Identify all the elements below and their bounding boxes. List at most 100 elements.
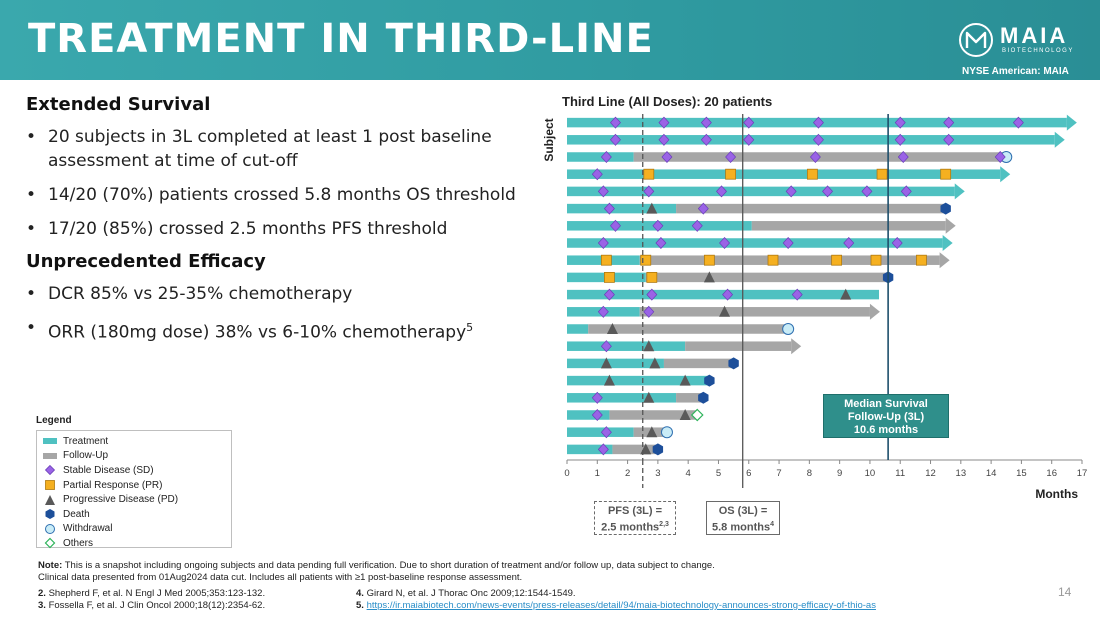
x-tick-label: 11 <box>895 468 905 479</box>
treatment-bar <box>567 186 955 197</box>
legend-label: Withdrawal <box>63 523 113 535</box>
sd-marker <box>891 236 903 250</box>
sd-marker <box>700 116 712 129</box>
sd-marker <box>603 202 615 215</box>
sd-marker <box>822 185 834 198</box>
median-line-3: 10.6 months <box>853 424 919 436</box>
death-marker <box>698 391 709 404</box>
survival-bullets: 20 subjects in 3L completed at least 1 p… <box>26 125 546 241</box>
sd-marker <box>597 185 609 198</box>
treatment-bar <box>567 375 710 386</box>
pd-marker <box>606 323 618 334</box>
followup-bar <box>639 307 870 317</box>
x-axis-label: Months <box>1035 487 1078 501</box>
os-line-1: OS (3L) = <box>718 505 768 517</box>
x-tick-label: 12 <box>925 468 936 479</box>
hexagon-icon <box>45 509 55 520</box>
sd-marker <box>791 288 803 301</box>
pd-marker <box>646 426 658 438</box>
pd-marker <box>679 409 691 420</box>
ref-text: Shepherd F, et al. N Engl J Med 2005;353… <box>45 588 266 599</box>
x-tick-label: 16 <box>1046 468 1057 479</box>
withdrawal-marker <box>660 426 673 439</box>
note-line: Note: This is a snapshot including ongoi… <box>38 560 1068 572</box>
treatment-bar <box>567 203 677 214</box>
x-tick-label: 0 <box>564 468 569 479</box>
sd-marker <box>652 219 664 232</box>
chart-title: Third Line (All Doses): 20 patients <box>562 94 773 109</box>
sd-marker <box>600 340 612 353</box>
efficacy-bullets: DCR 85% vs 25-35% chemotherapy ORR (180m… <box>26 282 546 345</box>
continuing-arrow <box>954 183 965 200</box>
withdrawal-marker <box>782 323 795 335</box>
ref-text: Fossella F, et al. J Clin Oncol 2000;18(… <box>45 600 266 611</box>
treatment-bar <box>567 135 1055 145</box>
legend-label: Stable Disease (SD) <box>63 464 154 476</box>
legend-item-pr: Partial Response (PR) <box>43 478 225 493</box>
sd-marker <box>812 133 824 146</box>
logo-subtext: BIOTECHNOLOGY <box>1002 48 1074 54</box>
pd-marker <box>679 374 691 386</box>
treatment-bar <box>567 152 634 162</box>
sd-marker <box>600 426 612 439</box>
pr-marker <box>643 168 655 180</box>
sd-marker <box>719 236 731 250</box>
sd-marker <box>591 168 603 181</box>
page-number: 14 <box>1058 585 1072 599</box>
treatment-bar <box>567 169 1001 179</box>
treatment-bar <box>567 324 589 334</box>
sd-marker <box>943 116 955 129</box>
legend-item-death: Death <box>43 507 225 522</box>
sd-marker <box>643 305 655 318</box>
death-marker <box>704 374 715 387</box>
pd-marker <box>719 305 731 317</box>
sd-marker <box>609 116 621 129</box>
legend-item-others: Others <box>43 536 225 551</box>
continuing-arrow <box>942 235 953 251</box>
ref-number: 3. <box>38 600 46 611</box>
reference-superscript: 4 <box>770 521 774 528</box>
pr-marker <box>876 168 888 180</box>
pd-marker <box>840 288 852 300</box>
references-col-2: 4. Girard N, et al. J Thorac Onc 2009;12… <box>356 588 1068 612</box>
sd-marker <box>609 219 621 232</box>
sd-marker <box>597 236 609 250</box>
x-tick-label: 15 <box>1016 468 1027 479</box>
x-tick-label: 10 <box>865 468 876 479</box>
pr-marker <box>831 254 843 266</box>
footer-notes: Note: This is a snapshot including ongoi… <box>38 560 1068 612</box>
sd-marker <box>691 219 703 232</box>
sd-marker <box>658 116 670 129</box>
x-tick-label: 7 <box>776 468 781 479</box>
sd-marker <box>591 391 603 404</box>
sd-marker <box>894 116 906 129</box>
sd-marker <box>643 185 655 198</box>
sd-marker <box>597 305 609 318</box>
section-title-efficacy: Unprecedented Efficacy <box>26 251 266 272</box>
os-callout: OS (3L) = 5.8 months4 <box>706 501 780 535</box>
treatment-bar <box>567 341 686 351</box>
sd-marker <box>609 133 621 146</box>
note-label: Note: <box>38 560 63 571</box>
legend-item-withdrawal: Withdrawal <box>43 522 225 537</box>
section-title-survival: Extended Survival <box>26 94 211 115</box>
sd-marker <box>603 288 615 301</box>
ref-number: 5. <box>356 600 364 611</box>
maia-logo-icon <box>959 23 993 57</box>
pd-marker <box>649 357 661 369</box>
reference-4: 4. Girard N, et al. J Thorac Onc 2009;12… <box>356 588 1068 600</box>
sd-marker <box>897 150 909 164</box>
square-icon <box>45 480 55 490</box>
treatment-bar <box>567 238 943 248</box>
bullet-text: ORR (180mg dose) 38% vs 6-10% chemothera… <box>48 322 467 343</box>
ref-number: 4. <box>356 588 364 599</box>
sd-marker <box>1012 116 1024 129</box>
legend-label: Partial Response (PR) <box>63 479 163 491</box>
bullet: 17/20 (85%) crossed 2.5 months PFS thres… <box>26 217 546 241</box>
legend-label: Treatment <box>63 435 109 447</box>
treatment-swatch-icon <box>43 438 57 445</box>
reference-link[interactable]: https://ir.maiabiotech.com/news-events/p… <box>366 600 876 611</box>
sd-marker <box>809 150 821 164</box>
reference-2: 2. Shepherd F, et al. N Engl J Med 2005;… <box>38 588 356 600</box>
